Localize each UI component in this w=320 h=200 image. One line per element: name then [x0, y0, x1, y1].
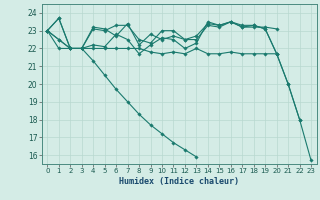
X-axis label: Humidex (Indice chaleur): Humidex (Indice chaleur) [119, 177, 239, 186]
